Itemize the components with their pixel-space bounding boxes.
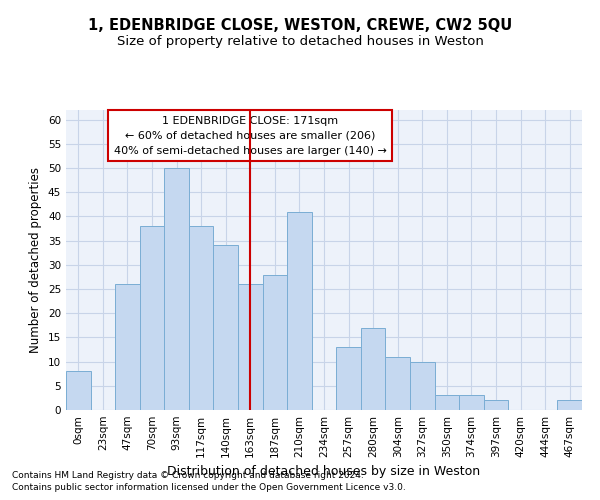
Bar	[434, 396, 459, 410]
Bar	[557, 400, 582, 410]
X-axis label: Distribution of detached houses by size in Weston: Distribution of detached houses by size …	[167, 466, 481, 478]
Bar	[66, 372, 91, 410]
Bar	[385, 357, 410, 410]
Bar	[410, 362, 434, 410]
Bar	[238, 284, 263, 410]
Bar	[115, 284, 140, 410]
Text: Contains public sector information licensed under the Open Government Licence v3: Contains public sector information licen…	[12, 484, 406, 492]
Text: 1, EDENBRIDGE CLOSE, WESTON, CREWE, CW2 5QU: 1, EDENBRIDGE CLOSE, WESTON, CREWE, CW2 …	[88, 18, 512, 32]
Bar	[263, 274, 287, 410]
Bar	[484, 400, 508, 410]
Y-axis label: Number of detached properties: Number of detached properties	[29, 167, 43, 353]
Bar	[361, 328, 385, 410]
Bar	[214, 246, 238, 410]
Text: Size of property relative to detached houses in Weston: Size of property relative to detached ho…	[116, 35, 484, 48]
Bar	[336, 347, 361, 410]
Bar	[189, 226, 214, 410]
Bar	[140, 226, 164, 410]
Text: 1 EDENBRIDGE CLOSE: 171sqm
← 60% of detached houses are smaller (206)
40% of sem: 1 EDENBRIDGE CLOSE: 171sqm ← 60% of deta…	[114, 116, 387, 156]
Bar	[459, 396, 484, 410]
Bar	[287, 212, 312, 410]
Text: Contains HM Land Registry data © Crown copyright and database right 2024.: Contains HM Land Registry data © Crown c…	[12, 471, 364, 480]
Bar	[164, 168, 189, 410]
